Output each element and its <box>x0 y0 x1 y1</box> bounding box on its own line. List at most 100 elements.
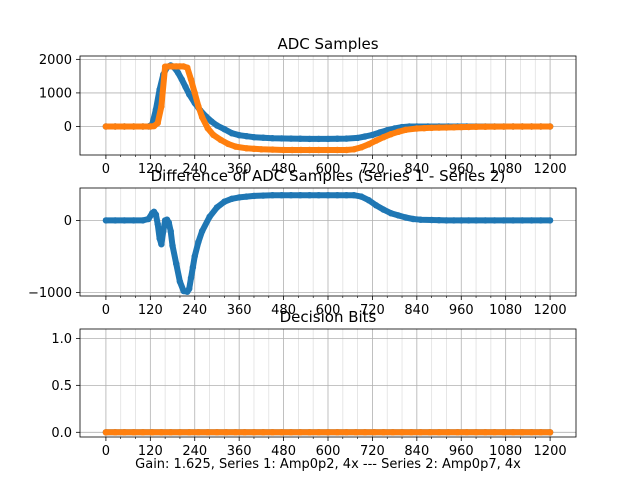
data-point <box>500 217 507 224</box>
data-point <box>186 91 193 98</box>
data-point <box>537 429 544 436</box>
data-point <box>184 64 191 71</box>
data-point <box>334 146 341 154</box>
y-tick-label: 0.0 <box>51 426 72 441</box>
data-point <box>258 146 265 153</box>
axes-frame <box>79 187 577 297</box>
panel-title: Decision Bits <box>280 308 377 326</box>
data-point <box>217 136 224 144</box>
data-point <box>491 123 498 130</box>
data-point <box>260 192 267 199</box>
data-point <box>546 429 554 436</box>
data-point <box>402 126 409 133</box>
data-point <box>206 213 213 220</box>
data-point <box>176 278 184 285</box>
data-point <box>198 228 206 235</box>
data-point <box>186 429 193 436</box>
data-point <box>250 192 258 200</box>
data-point <box>509 217 517 224</box>
data-point <box>210 131 217 139</box>
data-point <box>450 217 458 224</box>
data-point <box>130 429 137 436</box>
data-point <box>112 429 119 436</box>
data-point <box>269 135 276 142</box>
x-tick-label: 360 <box>227 444 252 459</box>
data-point <box>315 146 322 154</box>
data-point <box>352 429 359 436</box>
y-tick-label: 1.0 <box>51 332 72 347</box>
data-point <box>204 429 211 436</box>
data-point <box>365 141 372 148</box>
x-tick-label: 1200 <box>534 303 567 318</box>
data-point <box>102 123 110 130</box>
data-point <box>435 429 443 436</box>
data-point <box>223 429 230 436</box>
data-point <box>195 103 202 110</box>
data-point <box>228 130 235 137</box>
data-point <box>158 103 165 110</box>
data-point <box>269 192 276 199</box>
data-point <box>537 217 544 224</box>
data-point <box>472 429 480 436</box>
y-tick-label: −1000 <box>28 286 72 301</box>
data-point <box>435 124 443 131</box>
data-point <box>154 220 161 228</box>
data-point <box>260 429 267 436</box>
data-point <box>465 217 472 224</box>
data-point <box>250 134 258 141</box>
data-point <box>343 429 350 436</box>
panel-adc-samples: ADC Samples 0 120 240 360 480 600 720 840 960 1080… <box>39 35 577 177</box>
data-point <box>435 217 443 224</box>
data-point <box>182 83 189 91</box>
x-tick-label: 840 <box>404 303 429 318</box>
data-point <box>491 429 498 436</box>
data-point <box>139 123 147 130</box>
data-point <box>509 429 517 436</box>
data-point <box>174 69 182 77</box>
data-point <box>145 215 152 223</box>
data-point <box>232 143 239 150</box>
data-point <box>241 429 248 436</box>
x-tick-label: 360 <box>227 303 252 318</box>
data-point <box>306 192 313 199</box>
data-point <box>195 238 202 246</box>
data-point <box>121 217 128 224</box>
y-tick-label: 0 <box>64 120 72 135</box>
data-point <box>158 241 165 248</box>
data-point <box>472 123 480 130</box>
data-point <box>528 123 535 130</box>
x-tick-label: 1200 <box>534 444 567 459</box>
y-tick-label: 0 <box>64 214 72 229</box>
data-point <box>250 429 258 436</box>
data-point <box>250 145 258 152</box>
data-point <box>408 429 415 436</box>
data-point <box>236 132 243 139</box>
data-point <box>121 429 128 436</box>
data-point <box>519 217 526 224</box>
x-tick-label: 0 <box>102 303 110 318</box>
data-point <box>208 118 215 125</box>
x-tick-label: 120 <box>138 162 163 177</box>
data-point <box>365 197 372 204</box>
series-1 <box>102 192 554 295</box>
data-point <box>186 285 193 292</box>
data-point <box>519 123 526 130</box>
data-point <box>287 192 295 199</box>
data-point <box>139 429 147 436</box>
data-point <box>324 135 332 143</box>
data-point <box>417 429 424 436</box>
data-point <box>149 429 156 436</box>
panel-title: ADC Samples <box>277 35 378 53</box>
data-point <box>409 215 417 223</box>
x-tick-label: 600 <box>316 444 341 459</box>
x-tick-label: 960 <box>449 162 474 177</box>
data-point <box>176 429 184 436</box>
data-point <box>306 135 313 143</box>
x-tick-label: 720 <box>360 303 385 318</box>
data-point <box>343 135 350 142</box>
x-tick-label: 240 <box>182 303 207 318</box>
data-point <box>463 429 470 436</box>
data-point <box>102 429 110 436</box>
data-point <box>450 124 458 131</box>
data-point <box>358 193 365 200</box>
